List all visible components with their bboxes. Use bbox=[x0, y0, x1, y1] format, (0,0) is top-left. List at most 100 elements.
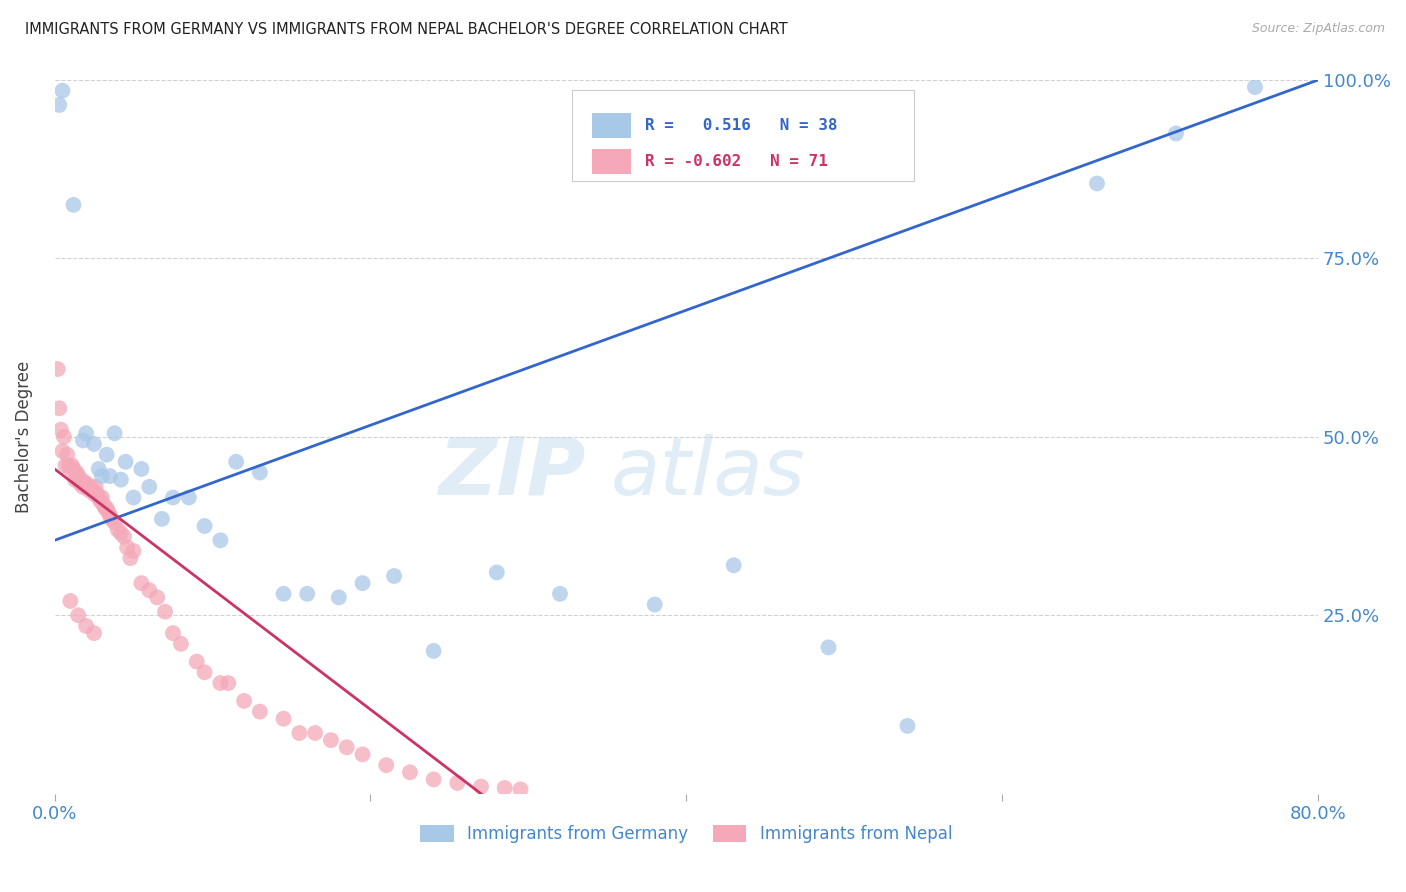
Text: IMMIGRANTS FROM GERMANY VS IMMIGRANTS FROM NEPAL BACHELOR'S DEGREE CORRELATION C: IMMIGRANTS FROM GERMANY VS IMMIGRANTS FR… bbox=[25, 22, 787, 37]
Point bbox=[233, 694, 256, 708]
Text: ZIP: ZIP bbox=[437, 434, 585, 511]
Point bbox=[288, 726, 311, 740]
Point bbox=[62, 198, 84, 212]
Point bbox=[48, 401, 70, 416]
Point bbox=[249, 705, 271, 719]
Point bbox=[80, 480, 103, 494]
Point bbox=[817, 640, 839, 655]
Point bbox=[723, 558, 745, 573]
Point bbox=[59, 594, 82, 608]
Point bbox=[131, 462, 153, 476]
Point bbox=[352, 576, 374, 591]
Point bbox=[83, 487, 105, 501]
Point bbox=[69, 476, 91, 491]
Point bbox=[194, 519, 217, 533]
Point bbox=[97, 505, 120, 519]
Point bbox=[84, 480, 107, 494]
Point bbox=[319, 733, 342, 747]
Point bbox=[59, 462, 82, 476]
Point bbox=[75, 619, 97, 633]
Point bbox=[122, 491, 145, 505]
Point bbox=[138, 583, 160, 598]
Point bbox=[209, 533, 232, 548]
Point bbox=[509, 782, 531, 797]
Point bbox=[1164, 127, 1187, 141]
Point bbox=[94, 501, 117, 516]
Point bbox=[67, 469, 90, 483]
Point bbox=[146, 591, 169, 605]
Point bbox=[422, 772, 444, 787]
Point bbox=[249, 466, 271, 480]
Point bbox=[93, 498, 115, 512]
Point bbox=[399, 765, 422, 780]
Point bbox=[96, 448, 118, 462]
Point bbox=[150, 512, 173, 526]
Point bbox=[304, 726, 326, 740]
Point bbox=[62, 462, 84, 476]
Point bbox=[297, 587, 319, 601]
Point bbox=[72, 434, 94, 448]
Point bbox=[87, 491, 110, 505]
Point bbox=[87, 462, 110, 476]
Point bbox=[60, 458, 83, 473]
Text: atlas: atlas bbox=[610, 434, 806, 511]
Point bbox=[114, 455, 136, 469]
Point bbox=[273, 712, 295, 726]
Point bbox=[494, 780, 516, 795]
Point bbox=[103, 426, 125, 441]
Point bbox=[89, 494, 111, 508]
Point bbox=[352, 747, 374, 762]
Point bbox=[72, 480, 94, 494]
Point bbox=[77, 483, 100, 498]
Point bbox=[162, 626, 184, 640]
Point bbox=[110, 473, 132, 487]
Point bbox=[103, 516, 125, 530]
Point bbox=[225, 455, 247, 469]
Point bbox=[336, 740, 359, 755]
Point bbox=[73, 476, 96, 491]
Y-axis label: Bachelor's Degree: Bachelor's Degree bbox=[15, 360, 32, 513]
Point bbox=[76, 480, 98, 494]
Point bbox=[90, 469, 112, 483]
Point bbox=[138, 480, 160, 494]
Point bbox=[375, 758, 398, 772]
Point bbox=[90, 491, 112, 505]
Point bbox=[120, 551, 142, 566]
Point bbox=[209, 676, 232, 690]
Point bbox=[170, 637, 193, 651]
Point bbox=[422, 644, 444, 658]
Point bbox=[131, 576, 153, 591]
Point bbox=[273, 587, 295, 601]
Point bbox=[548, 587, 571, 601]
Text: R = -0.602   N = 71: R = -0.602 N = 71 bbox=[644, 154, 828, 169]
Point bbox=[48, 98, 70, 112]
Point bbox=[162, 491, 184, 505]
Point bbox=[96, 501, 118, 516]
Point bbox=[446, 776, 468, 790]
Point bbox=[1244, 80, 1267, 95]
Point bbox=[100, 512, 122, 526]
Point bbox=[122, 544, 145, 558]
Point bbox=[110, 526, 132, 541]
Point bbox=[86, 487, 108, 501]
Point bbox=[82, 483, 104, 498]
Point bbox=[49, 423, 72, 437]
Point bbox=[896, 719, 918, 733]
Text: Source: ZipAtlas.com: Source: ZipAtlas.com bbox=[1251, 22, 1385, 36]
Point bbox=[83, 437, 105, 451]
Point bbox=[51, 444, 73, 458]
Point bbox=[485, 566, 508, 580]
Point bbox=[75, 426, 97, 441]
Point bbox=[382, 569, 405, 583]
Point bbox=[194, 665, 217, 680]
Point bbox=[186, 655, 208, 669]
Point bbox=[58, 458, 80, 473]
Point bbox=[98, 508, 121, 523]
Point bbox=[70, 473, 93, 487]
Point bbox=[644, 598, 666, 612]
Point bbox=[53, 430, 76, 444]
Point bbox=[1085, 177, 1108, 191]
Point bbox=[66, 466, 89, 480]
Point bbox=[63, 473, 86, 487]
Point bbox=[112, 530, 135, 544]
